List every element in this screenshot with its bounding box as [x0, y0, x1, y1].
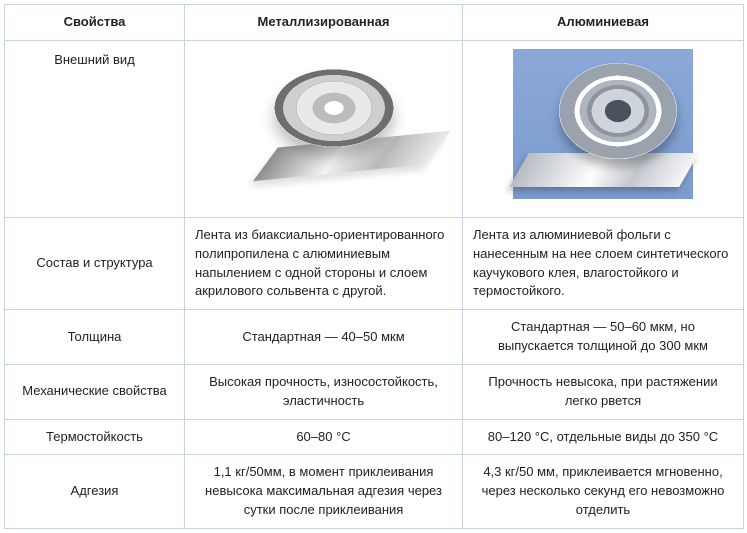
metallized-cell: 1,1 кг/50мм, в момент приклеивания невыс…: [185, 455, 463, 529]
property-label: Состав и структура: [5, 217, 185, 309]
table-row: Механические свойства Высокая прочность,…: [5, 364, 744, 419]
metallized-cell: Стандартная — 40–50 мкм: [185, 310, 463, 365]
aluminum-cell: Прочность невысока, при растяжении легко…: [463, 364, 744, 419]
metallized-tape-illustration: [214, 49, 434, 199]
property-label: Толщина: [5, 310, 185, 365]
aluminum-image-cell: [463, 40, 744, 217]
property-label: Термостойкость: [5, 419, 185, 455]
table-row: Состав и структура Лента из биаксиально-…: [5, 217, 744, 309]
property-label: Адгезия: [5, 455, 185, 529]
table-row: Адгезия 1,1 кг/50мм, в момент приклеиван…: [5, 455, 744, 529]
table-row: Внешний вид: [5, 40, 744, 217]
aluminum-cell: Стандартная — 50–60 мкм, но выпускается …: [463, 310, 744, 365]
col-header-aluminum: Алюминиевая: [463, 5, 744, 41]
table-row: Термостойкость 60–80 °C 80–120 °C, отдел…: [5, 419, 744, 455]
property-label: Механические свойства: [5, 364, 185, 419]
aluminum-cell: 80–120 °C, отдельные виды до 350 °C: [463, 419, 744, 455]
col-header-metallized: Металлизированная: [185, 5, 463, 41]
col-header-properties: Свойства: [5, 5, 185, 41]
aluminum-cell: Лента из алюминиевой фольги с нанесенным…: [463, 217, 744, 309]
metallized-image-cell: [185, 40, 463, 217]
comparison-table: Свойства Металлизированная Алюминиевая В…: [4, 4, 744, 529]
aluminum-cell: 4,3 кг/50 мм, приклеивается мгновенно, ч…: [463, 455, 744, 529]
table-header-row: Свойства Металлизированная Алюминиевая: [5, 5, 744, 41]
metallized-cell: Лента из биаксиально-ориентированного по…: [185, 217, 463, 309]
metallized-cell: 60–80 °C: [185, 419, 463, 455]
metallized-cell: Высокая прочность, износостойкость, элас…: [185, 364, 463, 419]
table-row: Толщина Стандартная — 40–50 мкм Стандарт…: [5, 310, 744, 365]
property-label: Внешний вид: [5, 40, 185, 217]
aluminum-tape-illustration: [513, 49, 693, 199]
